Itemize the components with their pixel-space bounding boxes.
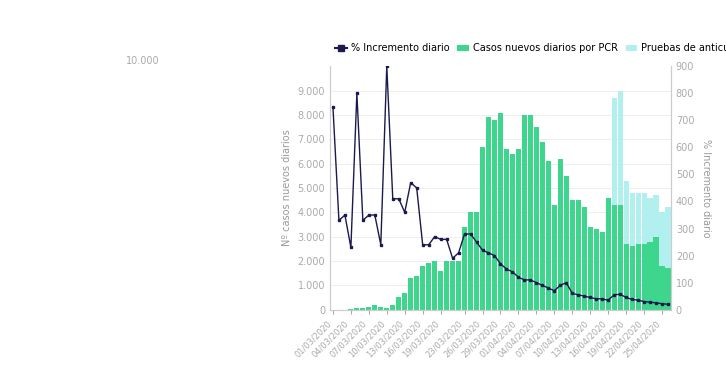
Bar [384,309,389,310]
Bar [624,244,629,310]
Bar [420,266,425,310]
Bar [348,309,354,310]
Bar [486,117,491,310]
Bar [414,276,419,310]
Bar [629,246,635,310]
Bar [635,244,640,310]
Bar [372,305,378,310]
Bar [587,227,592,310]
Bar [498,113,503,310]
Bar [629,193,635,246]
Bar [582,208,587,310]
Y-axis label: Nº casos nuevos diarios: Nº casos nuevos diarios [282,130,292,246]
Bar [642,244,647,310]
Bar [618,91,623,205]
Bar [552,205,557,310]
Bar [426,263,431,310]
Bar [408,278,413,310]
Bar [438,271,443,310]
Bar [456,261,461,310]
Bar [600,232,605,310]
Bar [618,205,623,310]
Bar [659,212,664,266]
Bar [391,305,396,310]
Bar [605,198,611,310]
Bar [504,149,509,310]
Bar [653,237,658,310]
Bar [594,229,599,310]
Bar [396,297,401,310]
Bar [659,266,664,310]
Bar [510,154,515,310]
Bar [468,212,473,310]
Bar [611,205,616,310]
Bar [402,292,407,310]
Bar [648,198,653,242]
Bar [648,242,653,310]
Bar [642,193,647,244]
Bar [516,149,521,310]
Bar [666,268,671,310]
Bar [492,120,497,310]
Bar [360,308,365,310]
Bar [653,195,658,237]
Bar [432,261,437,310]
Bar [563,176,568,310]
Bar [624,181,629,244]
Text: 10.000: 10.000 [126,56,160,66]
Bar [570,200,575,310]
Bar [540,142,545,310]
Bar [444,261,449,310]
Bar [534,127,539,310]
Bar [546,161,551,310]
Bar [576,200,581,310]
Bar [635,193,640,244]
Bar [528,115,533,310]
Bar [474,212,479,310]
Bar [480,147,485,310]
Bar [378,307,383,310]
Legend: % Incremento diario, Casos nuevos diarios por PCR, Pruebas de anticuerpos positi: % Incremento diario, Casos nuevos diario… [331,40,726,57]
Bar [522,115,527,310]
Bar [354,309,359,310]
Y-axis label: % Incremento diario: % Incremento diario [701,139,711,237]
Bar [611,98,616,205]
Bar [462,227,467,310]
Bar [666,208,671,268]
Bar [367,307,372,310]
Bar [450,261,455,310]
Bar [558,159,563,310]
